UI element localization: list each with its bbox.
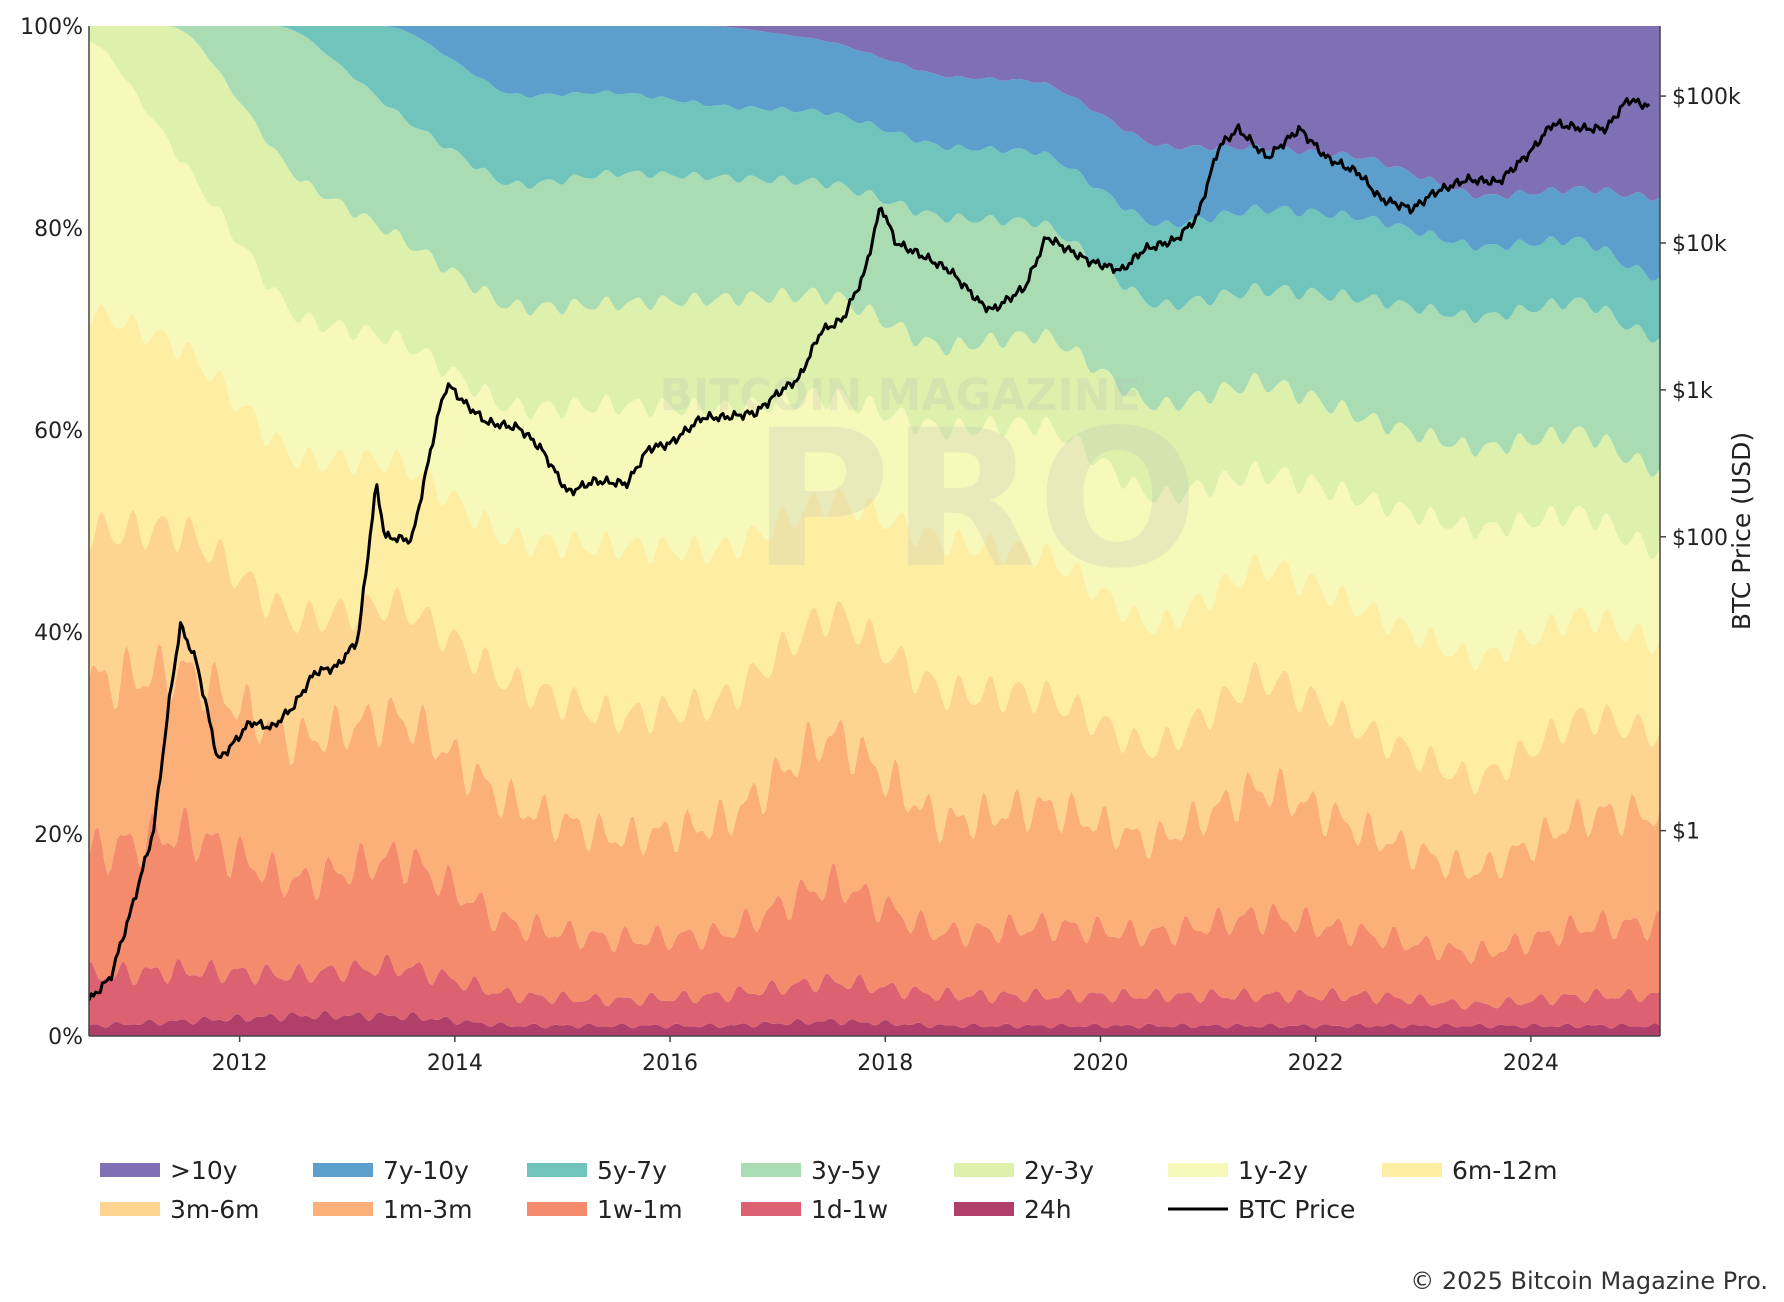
y-left-tick-label: 0% [48,1025,83,1050]
y-left-tick-label: 80% [34,217,83,242]
legend-item[interactable]: 1m-3m [313,1195,473,1224]
legend-label: 2y-3y [1024,1156,1094,1185]
watermark-line2: PRO [751,389,1198,610]
watermark: BITCOIN MAGAZINE PRO [659,370,1198,610]
legend-swatch [313,1202,373,1216]
x-tick-label: 2020 [1072,1051,1128,1076]
y-left-tick-label: 40% [34,621,83,646]
legend-item[interactable]: BTC Price [1168,1195,1355,1224]
legend-label: 1d-1w [811,1195,888,1224]
legend-label: 6m-12m [1452,1156,1557,1185]
x-tick-label: 2016 [642,1051,698,1076]
legend-swatch [954,1163,1014,1177]
y-right-tick-label: $100 [1672,526,1728,551]
x-tick-labels: 2012 2014 2016 2018 2020 2022 2024 [212,1036,1559,1076]
axes [88,26,1661,1037]
y-left-tick-label: 100% [20,15,83,40]
area-3m-6m [89,509,1660,880]
x-tick-label: 2022 [1288,1051,1344,1076]
legend-label: 24h [1024,1195,1072,1224]
legend-swatch [954,1202,1014,1216]
btc-price-line-group [89,97,1651,1001]
x-tick-label: 2018 [857,1051,913,1076]
legend-label: >10y [170,1156,238,1185]
area-5y-7y [89,26,1660,343]
y-right-tick-labels: $1 $100 $1k $10k $100k [1660,85,1741,845]
x-tick-label: 2012 [212,1051,268,1076]
legend-swatch [100,1202,160,1216]
legend-swatch [527,1163,587,1177]
legend-item[interactable]: 5y-7y [527,1156,667,1185]
legend-item[interactable]: >10y [100,1156,238,1185]
btc-price-line [89,97,1651,1001]
legend-swatch [741,1202,801,1216]
legend-swatch [527,1202,587,1216]
legend-item[interactable]: 1y-2y [1168,1156,1308,1185]
legend-item[interactable]: 7y-10y [313,1156,469,1185]
x-tick-label: 2024 [1503,1051,1559,1076]
legend-label: 5y-7y [597,1156,667,1185]
area-6m-12m [89,303,1660,795]
y-right-tick-label: $100k [1672,85,1741,110]
legend-label: 3m-6m [170,1195,260,1224]
area-1y-2y [89,40,1660,672]
area-10y [89,26,1660,201]
legend-item[interactable]: 24h [954,1195,1072,1224]
area-24h [89,1010,1660,1036]
legend-swatch [1382,1163,1442,1177]
watermark-line1: BITCOIN MAGAZINE [659,370,1140,421]
legend-swatch [100,1163,160,1177]
legend-item[interactable]: 6m-12m [1382,1156,1557,1185]
area-1w-1m [89,807,1660,1010]
legend-item[interactable]: 3m-6m [100,1195,260,1224]
area-2y-3y [89,26,1660,560]
y-right-axis-label: BTC Price (USD) [1727,432,1756,630]
area-1d-1w [89,954,1660,1029]
y-right-tick-label: $10k [1672,232,1727,257]
legend-item[interactable]: 3y-5y [741,1156,881,1185]
legend-label: 1y-2y [1238,1156,1308,1185]
legend-label: BTC Price [1238,1195,1355,1224]
legend-item[interactable]: 2y-3y [954,1156,1094,1185]
legend-label: 1m-3m [383,1195,473,1224]
legend-item[interactable]: 1w-1m [527,1195,683,1224]
y-left-tick-label: 60% [34,419,83,444]
x-tick-label: 2014 [427,1051,483,1076]
legend-item[interactable]: 1d-1w [741,1195,888,1224]
area-3y-5y [89,26,1660,477]
legend-swatch [313,1163,373,1177]
legend-swatch [1168,1163,1228,1177]
legend-label: 3y-5y [811,1156,881,1185]
legend-label: 7y-10y [383,1156,469,1185]
area-1m-3m [89,643,1660,964]
legend: >10y 7y-10y 5y-7y 3y-5y 2y-3y 1y-2y 6m-12m 3m-6… [100,1156,1557,1224]
copyright: © 2025 Bitcoin Magazine Pro. [1410,1267,1768,1295]
y-left-tick-label: 20% [34,823,83,848]
stacked-areas [89,26,1660,1036]
legend-swatch [741,1163,801,1177]
legend-label: 1w-1m [597,1195,683,1224]
y-right-tick-label: $1 [1672,820,1700,845]
y-left-tick-labels: 0% 20% 40% 60% 80% 100% [20,15,83,1050]
area-7y-10y [89,26,1660,281]
y-right-tick-label: $1k [1672,379,1713,404]
